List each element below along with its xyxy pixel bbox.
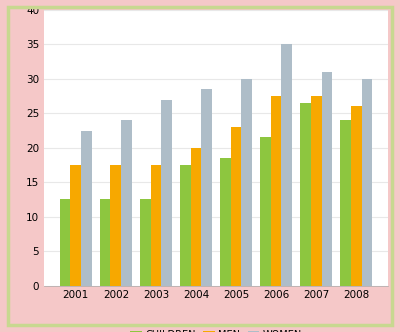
Bar <box>161 100 172 286</box>
Bar <box>300 103 311 286</box>
Bar <box>311 96 322 286</box>
Bar <box>242 79 252 286</box>
Bar <box>340 120 351 286</box>
Bar <box>271 96 282 286</box>
Bar <box>322 72 332 286</box>
Bar <box>81 130 92 286</box>
Bar <box>70 165 81 286</box>
Bar <box>140 200 150 286</box>
Bar <box>362 79 372 286</box>
Bar <box>351 106 362 286</box>
Bar <box>121 120 132 286</box>
Bar <box>220 158 231 286</box>
Bar <box>150 165 161 286</box>
Bar <box>201 89 212 286</box>
Bar <box>260 137 271 286</box>
Bar <box>110 165 121 286</box>
Bar <box>282 44 292 286</box>
Bar <box>180 165 190 286</box>
Bar <box>60 200 70 286</box>
Bar <box>190 148 201 286</box>
Bar <box>231 127 242 286</box>
Legend: CHILDREN, MEN, WOMEN: CHILDREN, MEN, WOMEN <box>126 326 306 332</box>
Bar <box>100 200 110 286</box>
